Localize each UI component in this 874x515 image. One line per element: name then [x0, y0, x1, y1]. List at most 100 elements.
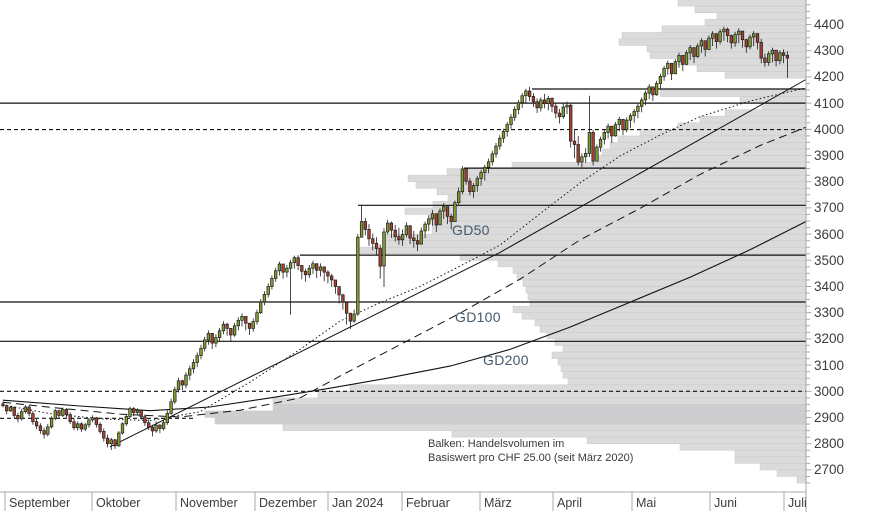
candle-body [307, 267, 311, 276]
candle-body [5, 405, 9, 412]
candle-body [524, 90, 528, 97]
candle-body [371, 238, 375, 244]
volume-bar [704, 19, 807, 27]
candle-body [225, 323, 229, 329]
candle-body [516, 102, 521, 110]
trendline [109, 79, 807, 448]
candle-body [785, 55, 790, 59]
candle-body [68, 414, 72, 423]
candle-body [61, 409, 65, 416]
candle-body [38, 425, 43, 431]
candle-body [117, 432, 121, 447]
y-axis-label: 4100 [814, 96, 845, 111]
candle-body [591, 132, 595, 162]
candle-body [404, 225, 409, 235]
candle-body [677, 55, 681, 63]
volume-bar [382, 233, 807, 241]
candle-body [598, 138, 603, 148]
candle-body [229, 328, 233, 336]
candle-body [102, 431, 106, 439]
candle-body [318, 266, 323, 271]
candle-body [184, 374, 188, 386]
y-axis-label: 2800 [814, 436, 845, 451]
candle-body [255, 312, 259, 322]
candle-body [315, 263, 319, 271]
candle-body [561, 106, 565, 118]
candle-body [124, 416, 128, 425]
gd200-line [2, 221, 807, 412]
candle-body [262, 294, 267, 303]
candle-body [647, 86, 651, 94]
volume-bar [557, 358, 807, 366]
candle-body [714, 33, 719, 42]
candle-body [509, 116, 513, 125]
volume-bar [272, 404, 807, 412]
candle-body [322, 266, 326, 273]
candle-body [128, 408, 132, 417]
candle-body [584, 153, 588, 158]
candle-body [725, 28, 730, 36]
candle-body [442, 206, 446, 212]
y-axis-label: 3400 [814, 279, 845, 294]
candle-body [83, 424, 87, 430]
y-axis-label: 3200 [814, 331, 845, 346]
candle-body [49, 418, 54, 428]
candle-body [778, 52, 782, 62]
volume-bar [512, 266, 807, 274]
candle-body [195, 355, 199, 363]
y-axis-label: 3300 [814, 305, 845, 320]
candle-body [486, 161, 491, 168]
candle-body [696, 45, 700, 57]
x-axis-label: Mai [636, 496, 657, 510]
candle-body [673, 61, 677, 75]
candle-body [490, 153, 494, 163]
volume-bar [447, 194, 807, 202]
volume-bar [646, 45, 807, 53]
candle-body [531, 96, 536, 103]
candle-body [400, 234, 405, 241]
candle-body [76, 423, 80, 429]
candle-body [389, 222, 394, 231]
volume-bar [317, 391, 807, 399]
candle-body [64, 409, 69, 415]
candle-body [303, 270, 308, 276]
candle-body [326, 271, 330, 277]
candle-body [247, 322, 252, 329]
candle-body [288, 262, 293, 269]
candle-body [684, 52, 689, 65]
volume-annotation: Balken: Handelsvolumen im Basiswert pro … [428, 438, 633, 465]
candle-body [105, 437, 110, 445]
candle-body [471, 185, 476, 192]
volume-bar [521, 312, 807, 320]
candle-body [53, 410, 57, 419]
x-axis-label: Dezember [259, 496, 317, 510]
volume-annotation-line1: Balken: Handelsvolumen im [428, 438, 565, 450]
candle-body [330, 275, 334, 281]
x-axis-label: Februar [406, 496, 450, 510]
candle-body [569, 104, 573, 142]
candle-body [752, 33, 756, 38]
candle-body [606, 125, 610, 133]
candle-body [397, 236, 401, 241]
gd50-label: GD50 [452, 222, 490, 238]
candle-body [12, 407, 16, 416]
y-axis-label: 3700 [814, 200, 845, 215]
candle-body [550, 98, 554, 107]
candle-body [483, 166, 487, 173]
candle-body [643, 92, 648, 101]
candle-body [236, 319, 240, 327]
candle-body [161, 422, 166, 429]
volume-bar [446, 168, 807, 176]
candle-body [572, 140, 577, 145]
volume-bar [560, 364, 807, 372]
volume-bar [724, 109, 807, 117]
candle-body [640, 99, 644, 107]
candle-body [378, 248, 382, 267]
volume-bar [554, 338, 807, 346]
volume-bar [761, 102, 807, 110]
volume-bar [601, 148, 807, 156]
candle-body [46, 426, 50, 435]
y-axis-label: 2900 [814, 410, 845, 425]
candle-body [498, 137, 502, 147]
candle-body [363, 221, 367, 230]
